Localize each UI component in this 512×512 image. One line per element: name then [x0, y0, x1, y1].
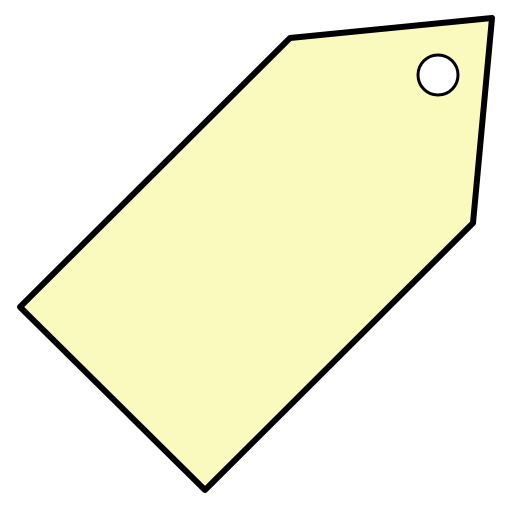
- price-tag-hole: [416, 53, 460, 97]
- price-tag-body: [17, 15, 495, 493]
